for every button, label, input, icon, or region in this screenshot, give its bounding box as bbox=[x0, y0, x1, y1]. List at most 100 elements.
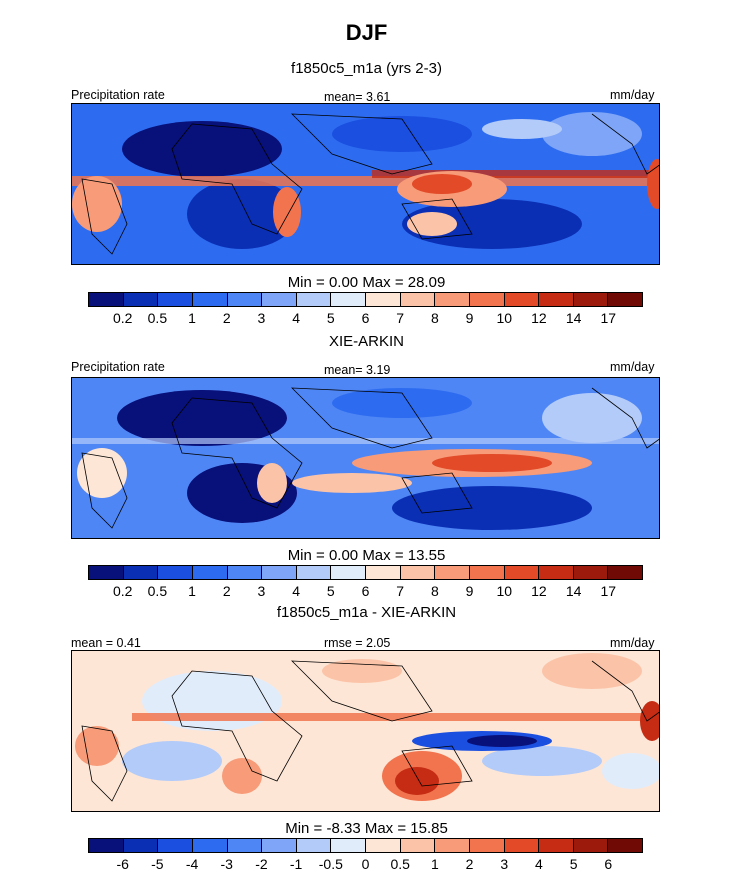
colorbar-tick-label: 4 bbox=[535, 856, 543, 872]
colorbar-tick-label: 2 bbox=[465, 856, 474, 872]
colorbar-tick-label: 9 bbox=[465, 310, 474, 326]
colorbar-tick-label: -4 bbox=[185, 856, 199, 872]
panel-model-units: mm/day bbox=[610, 88, 655, 102]
colorbar-tick-label: -1 bbox=[289, 856, 303, 872]
panel-model-map bbox=[71, 103, 660, 265]
colorbar-swatch bbox=[608, 839, 642, 852]
colorbar-tick-label: 10 bbox=[496, 583, 513, 599]
colorbar-swatch bbox=[366, 839, 401, 852]
colorbar-swatch bbox=[608, 566, 642, 579]
colorbar-tick-label: 1 bbox=[188, 310, 196, 326]
colorbar-tick-label: 17 bbox=[600, 310, 617, 326]
colorbar-swatch bbox=[573, 293, 609, 306]
colorbar-swatch bbox=[504, 566, 540, 579]
colorbar-swatch bbox=[227, 839, 263, 852]
colorbar-model bbox=[88, 292, 643, 307]
obs-precip-field bbox=[72, 378, 659, 538]
colorbar-swatch bbox=[331, 293, 366, 306]
colorbar-swatch bbox=[262, 839, 297, 852]
colorbar-tick-label: 0.2 bbox=[112, 310, 133, 326]
colorbar-tick-label: -2 bbox=[255, 856, 268, 872]
colorbar-swatch bbox=[192, 839, 228, 852]
panel-diff-mean: mean = 0.41 bbox=[71, 636, 141, 650]
panel-obs-minmax: Min = 0.00 Max = 13.55 bbox=[287, 547, 446, 564]
colorbar-swatch bbox=[262, 293, 297, 306]
panel-diff-map bbox=[71, 650, 660, 812]
colorbar-tick-label: 2 bbox=[222, 583, 231, 599]
colorbar-swatch bbox=[469, 566, 505, 579]
panel-obs-mean: mean= 3.19 bbox=[324, 363, 391, 377]
colorbar-swatch bbox=[89, 839, 124, 852]
panel-diff-rmse: rmse = 2.05 bbox=[324, 636, 391, 650]
colorbar-tick-label: -0.5 bbox=[318, 856, 343, 872]
colorbar-swatch bbox=[435, 839, 470, 852]
colorbar-swatch bbox=[192, 566, 228, 579]
colorbar-swatch bbox=[123, 839, 159, 852]
colorbar-tick-label: 4 bbox=[292, 310, 301, 326]
colorbar-tick-label: 5 bbox=[569, 856, 578, 872]
colorbar-swatch bbox=[331, 566, 366, 579]
colorbar-swatch bbox=[158, 566, 193, 579]
colorbar-tick-label: 14 bbox=[565, 583, 582, 599]
colorbar-tick-label: 0.5 bbox=[147, 310, 168, 326]
colorbar-tick-label: 0.5 bbox=[147, 583, 168, 599]
colorbar-tick-label: 7 bbox=[396, 583, 405, 599]
colorbar-swatch bbox=[89, 293, 124, 306]
figure-title: DJF bbox=[345, 20, 388, 45]
colorbar-model-ticks: 0.2 0.5 1 2 3 4 5 6 7 8 9 10 12 14 17 bbox=[88, 310, 643, 328]
diff-precip-field bbox=[72, 651, 659, 811]
colorbar-tick-label: 4 bbox=[292, 583, 301, 599]
colorbar-swatch bbox=[123, 566, 159, 579]
colorbar-tick-label: 1 bbox=[188, 583, 196, 599]
colorbar-swatch bbox=[539, 839, 574, 852]
colorbar-swatch bbox=[123, 293, 159, 306]
colorbar-swatch bbox=[539, 293, 574, 306]
model-precip-field bbox=[72, 104, 659, 264]
colorbar-swatch bbox=[400, 566, 436, 579]
colorbar-tick-label: 14 bbox=[565, 310, 582, 326]
colorbar-tick-label: 3 bbox=[257, 583, 266, 599]
colorbar-swatch bbox=[400, 839, 436, 852]
colorbar-swatch bbox=[296, 566, 332, 579]
colorbar-tick-label: 7 bbox=[396, 310, 405, 326]
colorbar-tick-label: 2 bbox=[222, 310, 231, 326]
colorbar-tick-label: 1 bbox=[430, 856, 439, 872]
colorbar-tick-label: 12 bbox=[531, 310, 547, 326]
panel-obs-title: XIE-ARKIN bbox=[328, 333, 404, 350]
panel-obs-map bbox=[71, 377, 660, 539]
colorbar-tick-label: 3 bbox=[257, 310, 266, 326]
colorbar-tick-label: 17 bbox=[600, 583, 617, 599]
colorbar-swatch bbox=[435, 566, 470, 579]
colorbar-tick-label: 0 bbox=[361, 856, 370, 872]
colorbar-tick-label: 6 bbox=[604, 856, 613, 872]
panel-model-left-label: Precipitation rate bbox=[71, 88, 165, 102]
colorbar-tick-label: 8 bbox=[430, 310, 439, 326]
colorbar-swatch bbox=[504, 839, 540, 852]
colorbar-tick-label: -3 bbox=[220, 856, 233, 872]
panel-obs-units: mm/day bbox=[610, 360, 655, 374]
colorbar-swatch bbox=[539, 566, 574, 579]
panel-diff-units: mm/day bbox=[610, 636, 655, 650]
colorbar-swatch bbox=[262, 566, 297, 579]
panel-obs-left-label: Precipitation rate bbox=[71, 360, 165, 374]
colorbar-tick-label: 3 bbox=[500, 856, 509, 872]
colorbar-swatch bbox=[158, 839, 193, 852]
colorbar-tick-label: 5 bbox=[326, 583, 335, 599]
colorbar-diff-ticks: -6 -5 -4 -3 -2 -1 -0.5 0 0.5 1 2 3 4 5 6 bbox=[88, 856, 643, 874]
panel-model-minmax: Min = 0.00 Max = 28.09 bbox=[287, 274, 446, 291]
colorbar-swatch bbox=[227, 293, 263, 306]
colorbar-tick-label: 6 bbox=[361, 583, 370, 599]
colorbar-tick-label: -6 bbox=[116, 856, 129, 872]
colorbar-swatch bbox=[400, 293, 436, 306]
colorbar-swatch bbox=[435, 293, 470, 306]
colorbar-obs bbox=[88, 565, 643, 580]
colorbar-swatch bbox=[192, 293, 228, 306]
colorbar-tick-label: -5 bbox=[151, 856, 164, 872]
colorbar-swatch bbox=[331, 839, 366, 852]
colorbar-swatch bbox=[366, 293, 401, 306]
colorbar-swatch bbox=[89, 566, 124, 579]
panel-model-title: f1850c5_m1a (yrs 2-3) bbox=[291, 60, 442, 77]
colorbar-tick-label: 5 bbox=[326, 310, 335, 326]
colorbar-swatch bbox=[469, 293, 505, 306]
colorbar-tick-label: 10 bbox=[496, 310, 513, 326]
